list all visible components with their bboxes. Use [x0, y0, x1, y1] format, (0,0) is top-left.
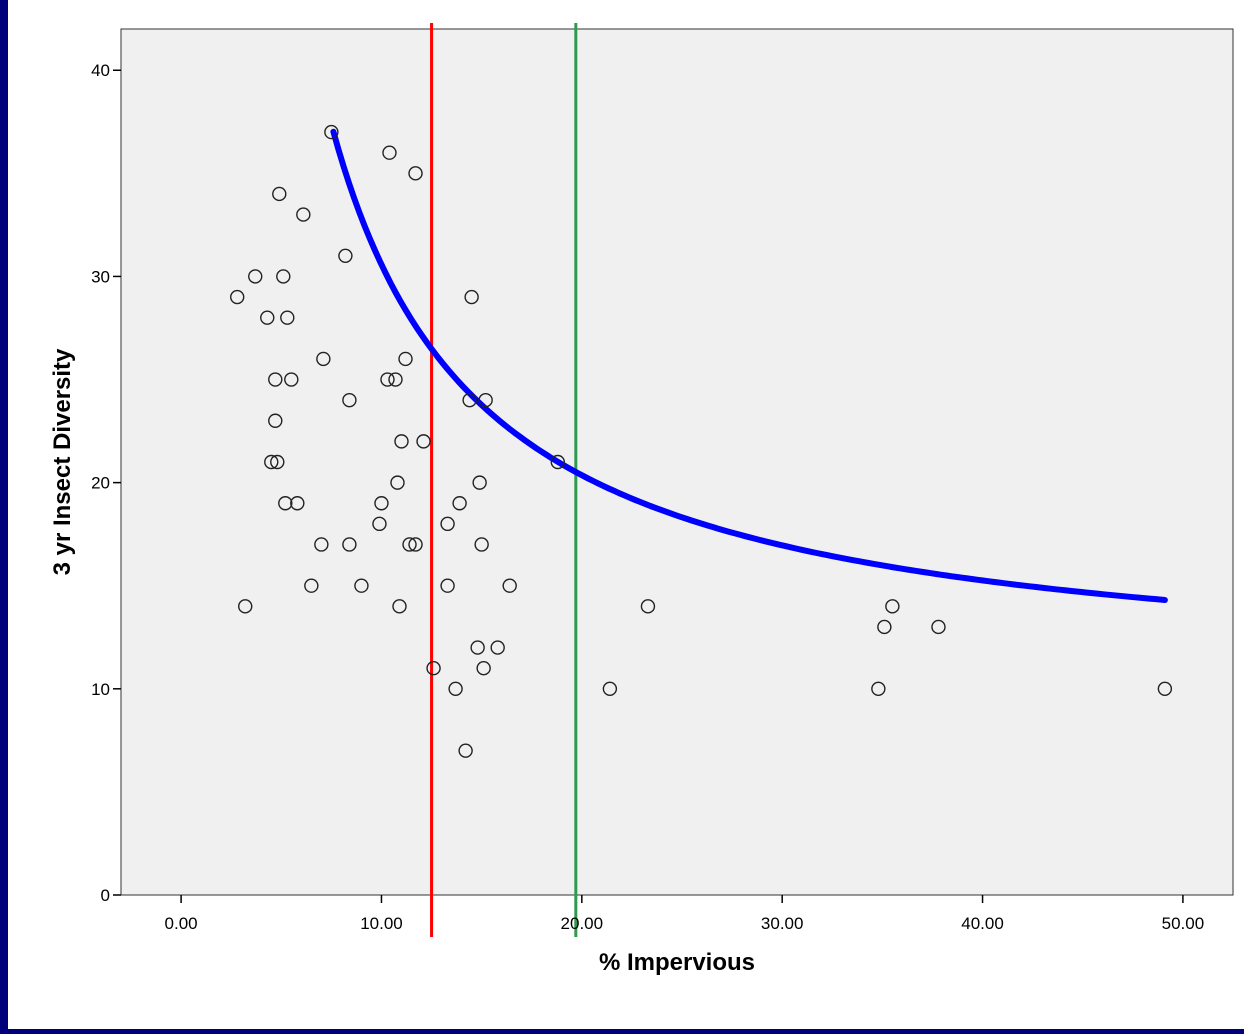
data-point — [602, 681, 618, 697]
data-point — [284, 372, 299, 387]
data-point — [280, 310, 295, 325]
fit-curve-layer — [330, 128, 1168, 603]
y-tick-label: 30 — [91, 267, 110, 286]
data-point — [260, 310, 275, 325]
x-axis-title: % Impervious — [599, 949, 755, 976]
data-point — [402, 537, 417, 552]
data-point — [398, 351, 413, 367]
data-point — [304, 578, 319, 593]
x-axis: 0.00 10.00 20.00 30.00 40.00 50.00 — [165, 895, 1205, 933]
data-point — [1157, 681, 1173, 697]
data-point — [474, 537, 489, 552]
data-point — [502, 578, 517, 593]
data-point — [238, 599, 253, 614]
y-axis-title: 3 yr Insect Diversity — [49, 348, 76, 575]
fit-curve — [330, 128, 1168, 603]
x-tick-label: 30.00 — [761, 914, 804, 933]
reference-lines — [430, 23, 578, 937]
data-point — [464, 289, 479, 305]
data-point — [871, 681, 886, 697]
data-point — [324, 124, 339, 140]
data-point — [230, 289, 245, 305]
data-point — [392, 599, 407, 614]
data-point — [338, 248, 353, 264]
x-tick-label: 20.00 — [561, 914, 604, 933]
data-point — [248, 269, 263, 284]
data-point — [452, 496, 467, 511]
data-point — [440, 578, 455, 593]
y-axis: 0 10 20 30 40 — [91, 61, 121, 905]
data-point — [268, 413, 283, 428]
data-point — [382, 145, 397, 160]
data-points — [230, 124, 1173, 758]
data-point — [374, 496, 389, 511]
data-point — [462, 392, 477, 408]
data-point — [342, 392, 357, 408]
data-point — [314, 537, 329, 552]
data-point — [550, 454, 565, 470]
data-point — [342, 537, 357, 552]
data-point — [278, 496, 293, 511]
data-point — [885, 599, 900, 614]
data-point — [264, 454, 279, 470]
data-point — [390, 475, 405, 490]
data-point — [476, 660, 491, 676]
data-point — [372, 516, 387, 532]
data-point — [380, 372, 395, 387]
data-point — [640, 599, 656, 614]
data-point — [388, 372, 403, 387]
y-tick-label: 20 — [91, 474, 110, 493]
y-tick-label: 40 — [91, 61, 110, 80]
data-point — [408, 166, 423, 181]
data-point — [470, 640, 485, 655]
data-point — [472, 475, 487, 490]
plot-area — [120, 28, 1234, 896]
data-point — [276, 269, 291, 284]
y-tick-label: 10 — [91, 680, 110, 699]
data-point — [458, 743, 473, 758]
data-point — [416, 434, 431, 449]
x-tick-label: 0.00 — [165, 914, 198, 933]
data-point — [272, 186, 287, 202]
data-point — [296, 207, 311, 222]
data-point — [290, 496, 305, 511]
data-point — [426, 660, 441, 676]
data-point — [931, 619, 946, 635]
x-tick-label: 50.00 — [1162, 914, 1205, 933]
data-point — [354, 578, 369, 593]
data-point — [877, 619, 892, 635]
data-point — [316, 351, 331, 367]
x-tick-label: 40.00 — [961, 914, 1004, 933]
data-point — [408, 537, 423, 552]
data-point — [490, 640, 505, 655]
data-point — [270, 454, 285, 470]
data-point — [448, 681, 463, 697]
data-point — [440, 516, 455, 532]
data-point — [268, 372, 283, 387]
y-tick-label: 0 — [101, 886, 110, 905]
data-point — [394, 434, 409, 449]
x-tick-label: 10.00 — [360, 914, 403, 933]
data-point — [478, 392, 493, 408]
chart-panel: 0 10 20 30 40 0.00 10.00 20.00 30.00 40.00 50.00 … — [8, 0, 1244, 1029]
